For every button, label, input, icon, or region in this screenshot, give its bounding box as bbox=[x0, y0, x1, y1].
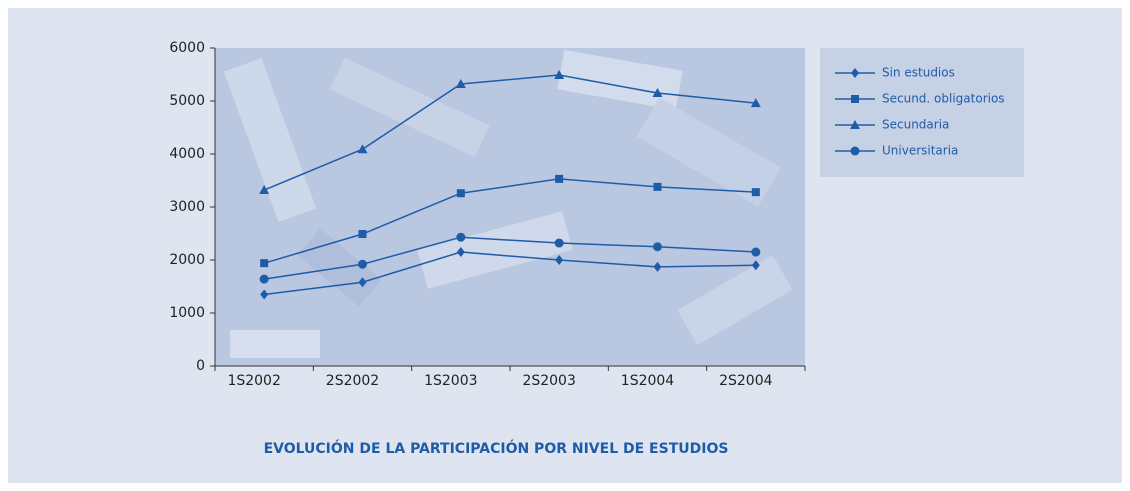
x-tick-label: 1S2004 bbox=[621, 373, 675, 389]
plot-background bbox=[215, 48, 805, 366]
x-tick-label: 2S2002 bbox=[326, 373, 379, 389]
data-point bbox=[751, 248, 760, 257]
legend-marker bbox=[851, 147, 860, 156]
y-tick-label: 6000 bbox=[169, 40, 205, 56]
data-point bbox=[359, 230, 367, 238]
x-tick-label: 2S2003 bbox=[522, 373, 575, 389]
y-tick-label: 5000 bbox=[169, 93, 205, 109]
data-point bbox=[456, 233, 465, 242]
y-tick-label: 0 bbox=[196, 358, 205, 374]
chart: EVOLUCIÓN DE LA PARTICIPACIÓN POR NIVEL … bbox=[0, 0, 1130, 491]
data-point bbox=[555, 239, 564, 248]
y-tick-label: 1000 bbox=[169, 305, 205, 321]
legend-label: Universitaria bbox=[882, 144, 958, 158]
legend-label: Secundaria bbox=[882, 118, 949, 132]
data-point bbox=[260, 259, 268, 267]
data-point bbox=[260, 275, 269, 284]
legend-marker bbox=[851, 95, 859, 103]
data-point bbox=[653, 242, 662, 251]
legend-label: Sin estudios bbox=[882, 66, 955, 80]
data-point bbox=[555, 175, 563, 183]
y-tick-label: 2000 bbox=[169, 252, 205, 268]
data-point bbox=[752, 188, 760, 196]
y-tick-label: 4000 bbox=[169, 146, 205, 162]
data-point bbox=[457, 189, 465, 197]
chart-title: EVOLUCIÓN DE LA PARTICIPACIÓN POR NIVEL … bbox=[264, 439, 729, 457]
x-tick-label: 1S2002 bbox=[227, 373, 280, 389]
data-point bbox=[358, 260, 367, 269]
y-tick-label: 3000 bbox=[169, 199, 205, 215]
x-tick-label: 2S2004 bbox=[719, 373, 773, 389]
x-tick-label: 1S2003 bbox=[424, 373, 477, 389]
data-point bbox=[654, 183, 662, 191]
legend-label: Secund. obligatorios bbox=[882, 92, 1005, 106]
